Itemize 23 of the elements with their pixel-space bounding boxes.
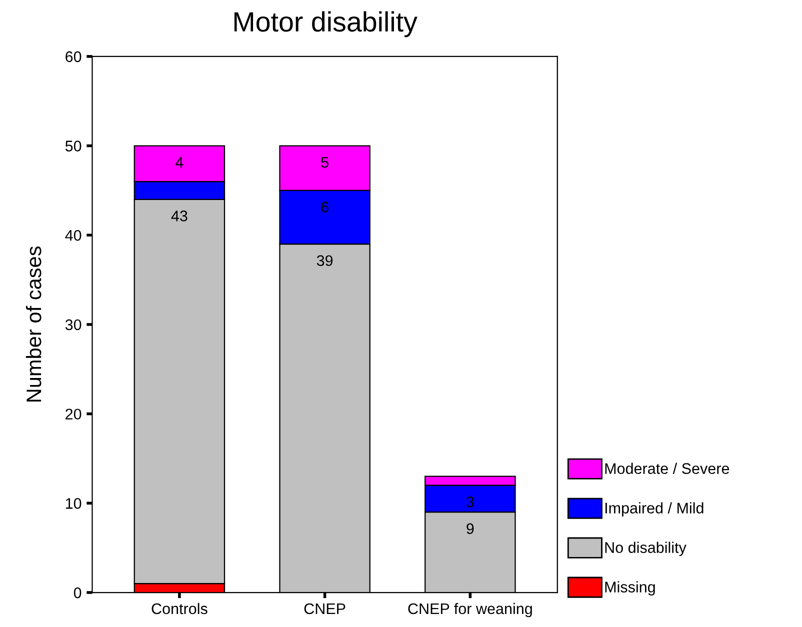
data-label: 43 — [171, 210, 188, 222]
x-tick-label: Controls — [152, 602, 208, 614]
legend-label: Missing — [605, 581, 655, 596]
y-tick-label: 0 — [74, 587, 82, 598]
data-label: 3 — [466, 496, 474, 508]
y-axis-title: Number of cases — [26, 246, 42, 402]
data-label: 6 — [321, 202, 328, 212]
legend-label: No disability — [605, 542, 686, 556]
data-label: 39 — [316, 255, 333, 266]
y-tick-label: 20 — [66, 408, 82, 420]
x-tick-label: CNEP — [304, 603, 346, 614]
y-tick-label: 10 — [66, 498, 82, 509]
legend-label: Moderate / Severe — [605, 462, 730, 474]
y-tick-label: 40 — [65, 230, 82, 241]
data-label: 9 — [466, 523, 474, 534]
data-label: 4 — [176, 157, 184, 168]
y-tick-label: 30 — [65, 319, 82, 330]
data-label: 5 — [321, 157, 328, 168]
chart-title: Motor disability — [234, 11, 418, 38]
y-tick-label: 60 — [66, 51, 82, 62]
x-tick-label: CNEP for weaning — [408, 602, 532, 618]
legend-label: Impaired / Mild — [605, 502, 704, 516]
y-tick-label: 50 — [65, 140, 82, 152]
